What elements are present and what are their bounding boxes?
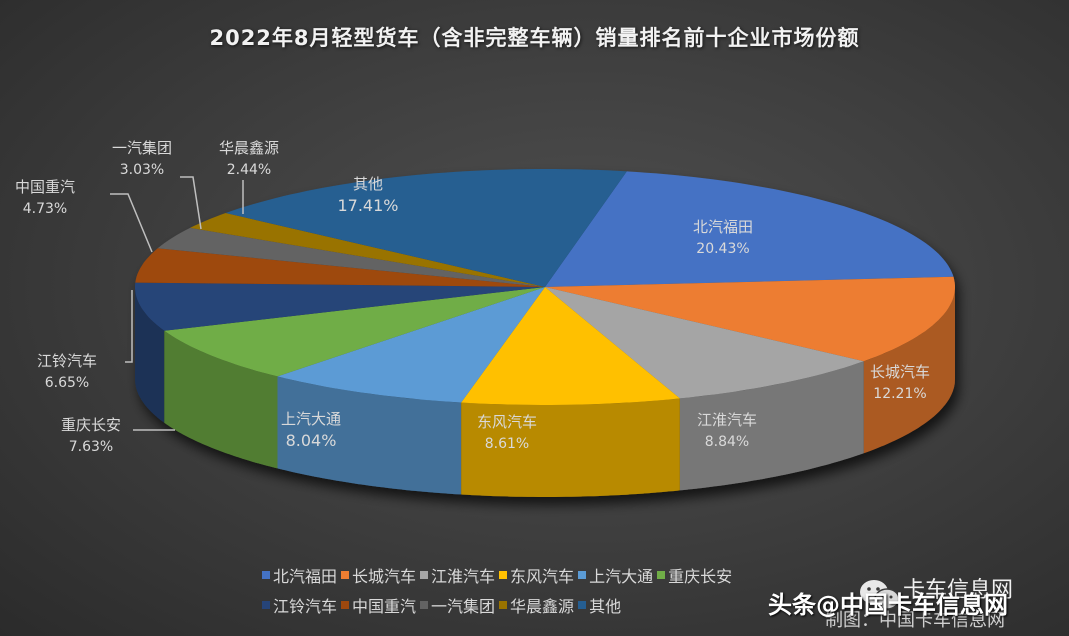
legend-label: 其他: [589, 597, 622, 616]
legend-label: 长城汽车: [352, 567, 417, 586]
legend-swatch: [499, 601, 508, 609]
slice-label-chongqing-changan: 重庆长安 7.63%: [36, 414, 146, 458]
legend-swatch: [578, 601, 587, 609]
watermark-site: 卡车信息网: [903, 578, 1014, 603]
pie-slice-1: [545, 276, 955, 362]
pie-slice-6: [135, 282, 545, 331]
slice-label-name: 北汽福田: [692, 218, 753, 236]
slice-label-name: 上汽大通: [280, 410, 341, 428]
slice-label-beiqi-futian: 北汽福田 20.43%: [668, 216, 778, 260]
pie-slice-side: [679, 361, 864, 491]
legend-swatch: [341, 571, 350, 579]
legend-label: 北汽福田: [273, 567, 338, 586]
legend-item: 重庆长安: [657, 563, 732, 587]
legend-label: 江淮汽车: [431, 567, 496, 586]
legend-item: 北汽福田: [262, 563, 337, 587]
pie-slice-9: [190, 213, 545, 287]
pie-slice-8: [157, 227, 545, 287]
slice-label-name: 中国重汽: [14, 178, 75, 196]
legend-item: 中国重汽: [341, 593, 416, 617]
watermark-credit: 制图：中国卡车信息网: [825, 610, 1005, 631]
legend-swatch: [657, 571, 666, 579]
pie-slice-side: [164, 330, 278, 469]
slice-label-value: 8.04%: [285, 431, 337, 450]
legend-label: 中国重汽: [352, 597, 417, 616]
slice-label-name: 重庆长安: [60, 416, 121, 434]
legend-label: 一汽集团: [431, 597, 496, 616]
legend-swatch: [578, 571, 587, 579]
leader-line: [180, 176, 202, 230]
legend-swatch: [420, 601, 429, 609]
legend-swatch: [420, 571, 429, 579]
legend-item: 上汽大通: [578, 563, 653, 587]
slice-label-zhongguo-zhongqi: 中国重汽 4.73%: [0, 176, 100, 220]
legend-label: 江铃汽车: [273, 597, 338, 616]
slice-label-name: 华晨鑫源: [218, 139, 279, 157]
slice-label-jiangling: 江铃汽车 6.65%: [12, 350, 122, 394]
slice-label-jianghuai: 江淮汽车 8.84%: [672, 409, 782, 453]
slice-label-shangqi-datong: 上汽大通 8.04%: [256, 408, 366, 452]
pie-slice-10: [225, 169, 627, 287]
slice-label-name: 一汽集团: [111, 139, 172, 157]
slice-label-dongfeng: 东风汽车 8.61%: [452, 411, 562, 455]
pie-slice-side: [863, 287, 955, 454]
pie-slice-4: [277, 287, 545, 403]
slice-label-changcheng: 长城汽车 12.21%: [845, 361, 955, 405]
legend-item: 江淮汽车: [420, 563, 495, 587]
slice-label-name: 其他: [352, 175, 383, 193]
slice-label-value: 8.61%: [484, 436, 530, 452]
slice-label-value: 20.43%: [696, 241, 750, 257]
pie-slice-side: [461, 398, 680, 497]
legend-item: 一汽集团: [420, 593, 495, 617]
slice-label-value: 4.73%: [22, 201, 68, 217]
slice-label-value: 3.03%: [119, 162, 165, 178]
chart-legend: 北汽福田 长城汽车 江淮汽车 东风汽车 上汽大通 重庆长安 江铃汽车 中国重汽 一汽集团 华晨鑫…: [262, 560, 842, 620]
chart-title: 2022年8月轻型货车（含非完整车辆）销量排名前十企业市场份额: [209, 26, 860, 50]
slice-label-huachen-xinyuan: 华晨鑫源 2.44%: [194, 137, 304, 181]
legend-swatch: [262, 571, 270, 579]
pie-slice-7: [135, 248, 546, 287]
pie-slice-side: [277, 376, 462, 495]
slice-label-value: 17.41%: [337, 196, 399, 215]
slice-label-value: 2.44%: [226, 162, 272, 178]
leader-line: [125, 290, 133, 363]
pie-slice-3: [461, 287, 680, 405]
watermark-toutiao: 头条@中国卡车信息网: [768, 591, 1008, 619]
pie-slice-0: [545, 171, 954, 287]
legend-item: 东风汽车: [499, 563, 574, 587]
pie-slice-2: [545, 287, 864, 399]
slice-label-value: 6.65%: [44, 375, 90, 391]
legend-item: 长城汽车: [341, 563, 416, 587]
legend-row: 江铃汽车 中国重汽 一汽集团 华晨鑫源 其他: [262, 590, 842, 620]
pie-slice-5: [164, 287, 546, 377]
legend-label: 重庆长安: [668, 567, 733, 586]
legend-swatch: [341, 601, 350, 609]
leader-line: [110, 193, 153, 253]
slice-label-value: 8.84%: [704, 434, 750, 450]
slice-label-value: 12.21%: [873, 386, 927, 402]
slice-label-name: 长城汽车: [869, 363, 930, 381]
legend-item: 华晨鑫源: [499, 593, 574, 617]
legend-label: 东风汽车: [510, 567, 575, 586]
legend-item: 其他: [578, 593, 621, 617]
legend-label: 上汽大通: [589, 567, 654, 586]
slice-label-name: 东风汽车: [476, 413, 537, 431]
slice-label-yiqi-jituan: 一汽集团 3.03%: [87, 137, 197, 181]
wechat-icon: [860, 580, 900, 610]
legend-swatch: [499, 571, 508, 579]
legend-row: 北汽福田 长城汽车 江淮汽车 东风汽车 上汽大通 重庆长安: [262, 560, 842, 590]
slice-label-name: 江铃汽车: [36, 352, 97, 370]
legend-swatch: [262, 601, 270, 609]
slice-label-name: 江淮汽车: [696, 411, 757, 429]
pie-slice-side: [135, 287, 165, 423]
slice-label-qita: 其他 17.41%: [313, 173, 423, 217]
slice-label-value: 7.63%: [68, 439, 114, 455]
legend-label: 华晨鑫源: [510, 597, 575, 616]
legend-item: 江铃汽车: [262, 593, 337, 617]
